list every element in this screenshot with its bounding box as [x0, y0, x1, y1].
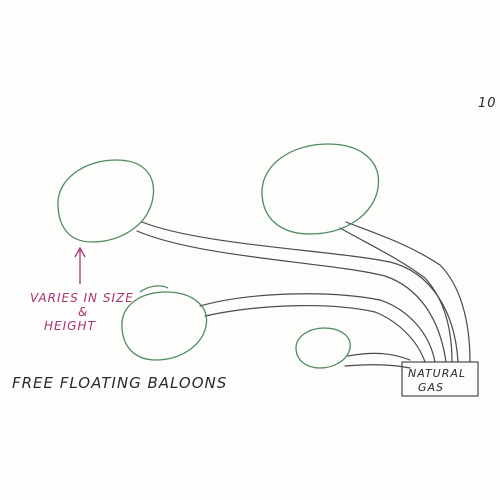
hose-balloon-4	[347, 352, 411, 361]
annotation-line-1: VARIES IN SIZE	[30, 291, 134, 305]
balloons	[57, 143, 380, 369]
gas-hoses	[136, 221, 471, 369]
tank-label-line-1: NATURAL	[408, 367, 466, 380]
hose-balloon-3-b	[204, 304, 426, 363]
hose-balloon-2	[345, 221, 471, 363]
tank-box	[401, 361, 479, 397]
balloon-middle-left-overstroke	[139, 285, 169, 293]
natural-gas-tank: NATURAL GAS	[401, 361, 479, 397]
balloon-middle-left	[121, 291, 208, 361]
tank-label-line-2: GAS	[418, 381, 444, 394]
hose-balloon-1	[141, 221, 459, 363]
caption-text: FREE FLOATING BALOONS	[12, 374, 227, 392]
hose-balloon-4-b	[344, 364, 411, 369]
balloon-top-right	[261, 143, 380, 235]
annotation-line-3: HEIGHT	[44, 319, 96, 333]
size-arrow	[74, 246, 86, 284]
balloon-small	[295, 327, 351, 369]
hose-balloon-3	[199, 293, 436, 363]
hose-balloon-2-b	[339, 227, 453, 363]
page-number: 10	[478, 96, 497, 111]
annotation-line-2: &	[78, 305, 88, 319]
balloon-top-left	[57, 159, 154, 243]
hose-balloon-1-b	[136, 230, 447, 363]
